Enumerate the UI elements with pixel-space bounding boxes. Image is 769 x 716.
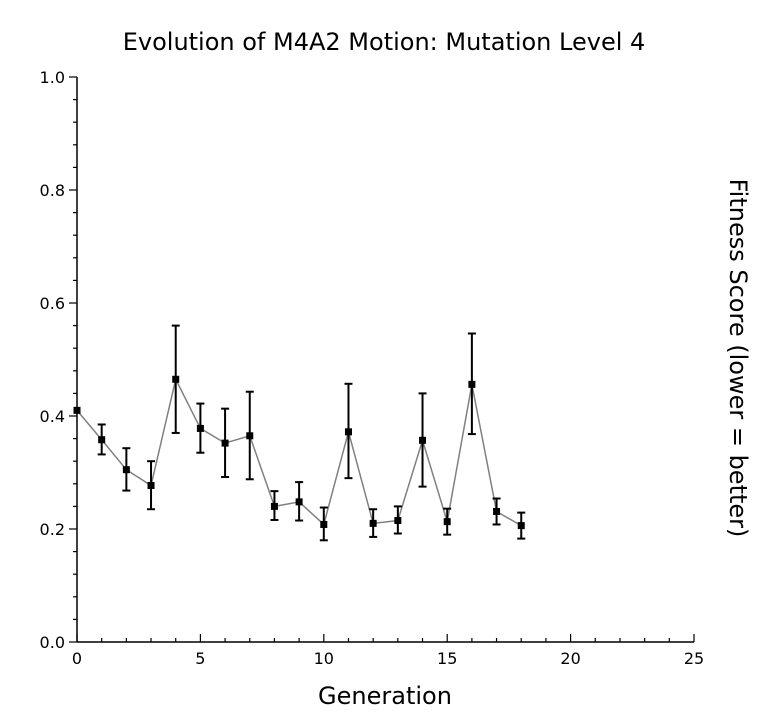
data-point [468, 380, 476, 388]
y-axis-label: Fitness Score (lower = better) [724, 179, 752, 538]
plot-area [73, 324, 526, 542]
data-point [443, 518, 451, 526]
x-tick-label: 15 [437, 649, 457, 668]
data-point [122, 466, 130, 474]
ticks [69, 76, 695, 643]
x-tick-label: 25 [684, 649, 704, 668]
data-point [295, 498, 303, 506]
chart-title: Evolution of M4A2 Motion: Mutation Level… [123, 28, 646, 56]
data-point [394, 517, 402, 525]
data-point [517, 522, 525, 530]
y-tick-label: 0.0 [40, 633, 65, 652]
data-point [270, 502, 278, 510]
y-tick-label: 0.6 [40, 294, 65, 313]
data-point [98, 436, 106, 444]
data-point [369, 519, 377, 527]
data-point [344, 428, 352, 436]
data-point [221, 439, 229, 447]
data-point [320, 520, 328, 528]
data-point [73, 406, 81, 414]
x-tick-label: 0 [72, 649, 82, 668]
x-tick-label: 10 [314, 649, 334, 668]
data-point [147, 481, 155, 489]
x-axis-label: Generation [318, 682, 452, 710]
axes [76, 77, 694, 643]
data-point [196, 424, 204, 432]
x-tick-label: 5 [195, 649, 205, 668]
tick-labels: 0 5 10 15 20 25 0.0 0.2 0.4 0.6 0.8 1.0 [40, 68, 705, 668]
y-tick-label: 0.8 [40, 181, 65, 200]
y-tick-label: 1.0 [40, 68, 65, 87]
x-tick-label: 20 [560, 649, 580, 668]
data-point [493, 507, 501, 515]
y-tick-label: 0.4 [40, 407, 65, 426]
y-tick-label: 0.2 [40, 520, 65, 539]
data-point [246, 432, 254, 440]
data-point [419, 436, 427, 444]
data-point [172, 375, 180, 383]
